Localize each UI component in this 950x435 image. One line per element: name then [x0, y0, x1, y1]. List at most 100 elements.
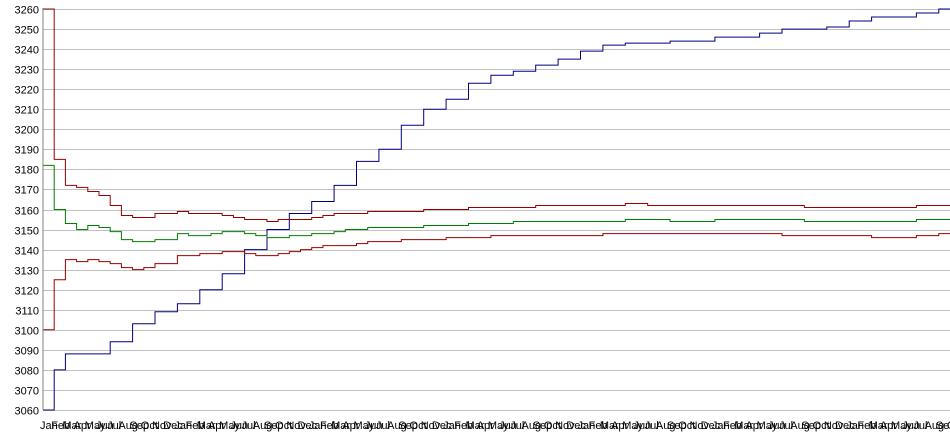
x-tick-label: Aug [521, 420, 541, 432]
x-tick-label: Apr [477, 420, 494, 432]
y-tick-label: 3060 [15, 406, 39, 418]
y-tick-label: 3070 [15, 386, 39, 398]
x-tick-label: May [757, 420, 778, 432]
y-tick-label: 3210 [15, 105, 39, 117]
x-tick-label: Feb [857, 420, 876, 432]
x-tick-label: May [354, 420, 375, 432]
x-tick-label: Jan [40, 420, 58, 432]
x-tick-label: Nov [286, 420, 306, 432]
y-tick-label: 3080 [15, 366, 39, 378]
x-tick-label: Jan [443, 420, 461, 432]
x-tick-label: Apr [880, 420, 897, 432]
x-tick-label: Mar [62, 420, 81, 432]
y-tick-label: 3230 [15, 65, 39, 77]
x-tick-label: Jun [96, 420, 114, 432]
x-tick-label: Nov [555, 420, 575, 432]
x-tick-label: Nov [824, 420, 844, 432]
x-tick-label: Jan [309, 420, 327, 432]
x-tick-label: Jan [577, 420, 595, 432]
y-tick-label: 3180 [15, 165, 39, 177]
x-tick-label: Nov [152, 420, 172, 432]
series-line-4 [43, 233, 950, 331]
x-tick-label: Mar [600, 420, 619, 432]
y-tick-label: 3220 [15, 85, 39, 97]
y-tick-label: 3140 [15, 246, 39, 258]
x-tick-label: Aug [925, 420, 945, 432]
x-tick-label: Apr [611, 420, 628, 432]
x-tick-label: Mar [331, 420, 350, 432]
x-axis-tick-labels: JanFebMarAprMayJunJulAugSepOctNovDecJanF… [40, 420, 950, 432]
y-tick-label: 3110 [15, 306, 39, 318]
x-tick-label: Sep [801, 420, 821, 432]
x-tick-label: Jan [712, 420, 730, 432]
x-tick-label: Aug [656, 420, 676, 432]
y-tick-label: 3120 [15, 286, 39, 298]
x-tick-label: Jun [633, 420, 651, 432]
x-tick-label: Feb [723, 420, 742, 432]
x-tick-label: May [85, 420, 106, 432]
x-tick-label: May [622, 420, 643, 432]
x-tick-label: Mar [197, 420, 216, 432]
y-tick-label: 3160 [15, 206, 39, 218]
x-tick-label: Apr [208, 420, 225, 432]
x-tick-label: Oct [410, 420, 427, 432]
y-tick-label: 3170 [15, 185, 39, 197]
x-tick-label: Dec [566, 420, 586, 432]
x-tick-label: Dec [835, 420, 855, 432]
y-tick-label: 3190 [15, 145, 39, 157]
x-tick-label: Aug [387, 420, 407, 432]
x-tick-label: Jul [510, 420, 524, 432]
x-tick-label: Dec [701, 420, 721, 432]
x-tick-label: Feb [454, 420, 473, 432]
x-tick-label: May [488, 420, 509, 432]
x-tick-label: Apr [745, 420, 762, 432]
y-tick-label: 3240 [15, 45, 39, 57]
y-axis-tick-labels: 3060 3070 3080 3090 3100 3110 3120 3130 3140 3150… [15, 5, 39, 418]
x-tick-label: Sep [398, 420, 418, 432]
gridlines [43, 9, 950, 411]
x-tick-label: Oct [141, 420, 158, 432]
x-tick-label: Jul [242, 420, 256, 432]
x-tick-label: Jun [365, 420, 383, 432]
x-tick-label: Jun [230, 420, 248, 432]
x-tick-label: Dec [163, 420, 183, 432]
x-tick-label: May [219, 420, 240, 432]
x-tick-label: Oct [947, 420, 950, 432]
y-tick-label: 3130 [15, 266, 39, 278]
x-tick-label: May [891, 420, 912, 432]
series-line-3 [43, 8, 950, 222]
x-tick-label: Jul [913, 420, 927, 432]
x-tick-label: Sep [130, 420, 150, 432]
x-tick-label: Dec [432, 420, 452, 432]
y-tick-label: 3100 [15, 326, 39, 338]
x-tick-label: Oct [813, 420, 830, 432]
x-tick-label: Feb [320, 420, 339, 432]
y-tick-label: 3260 [15, 5, 39, 17]
x-tick-label: Mar [466, 420, 485, 432]
y-tick-label: 3250 [15, 25, 39, 37]
x-tick-label: Jul [376, 420, 390, 432]
x-tick-label: Apr [74, 420, 91, 432]
x-tick-label: Sep [264, 420, 284, 432]
x-tick-label: Sep [936, 420, 950, 432]
x-tick-label: Jan [846, 420, 864, 432]
y-tick-label: 3090 [15, 346, 39, 358]
x-tick-label: Aug [253, 420, 273, 432]
series-lines [43, 8, 950, 411]
x-tick-label: Aug [790, 420, 810, 432]
x-tick-label: Nov [421, 420, 441, 432]
x-tick-label: Aug [118, 420, 138, 432]
x-tick-label: Mar [869, 420, 888, 432]
x-tick-label: Feb [51, 420, 70, 432]
x-tick-label: Sep [533, 420, 553, 432]
x-tick-label: Jul [645, 420, 659, 432]
x-tick-label: Jun [768, 420, 786, 432]
series-line-1 [43, 8, 950, 411]
x-tick-label: Sep [667, 420, 687, 432]
x-tick-label: Feb [186, 420, 205, 432]
x-tick-label: Jul [779, 420, 793, 432]
x-tick-label: Feb [589, 420, 608, 432]
y-tick-label: 3200 [15, 125, 39, 137]
x-tick-label: Jun [499, 420, 517, 432]
